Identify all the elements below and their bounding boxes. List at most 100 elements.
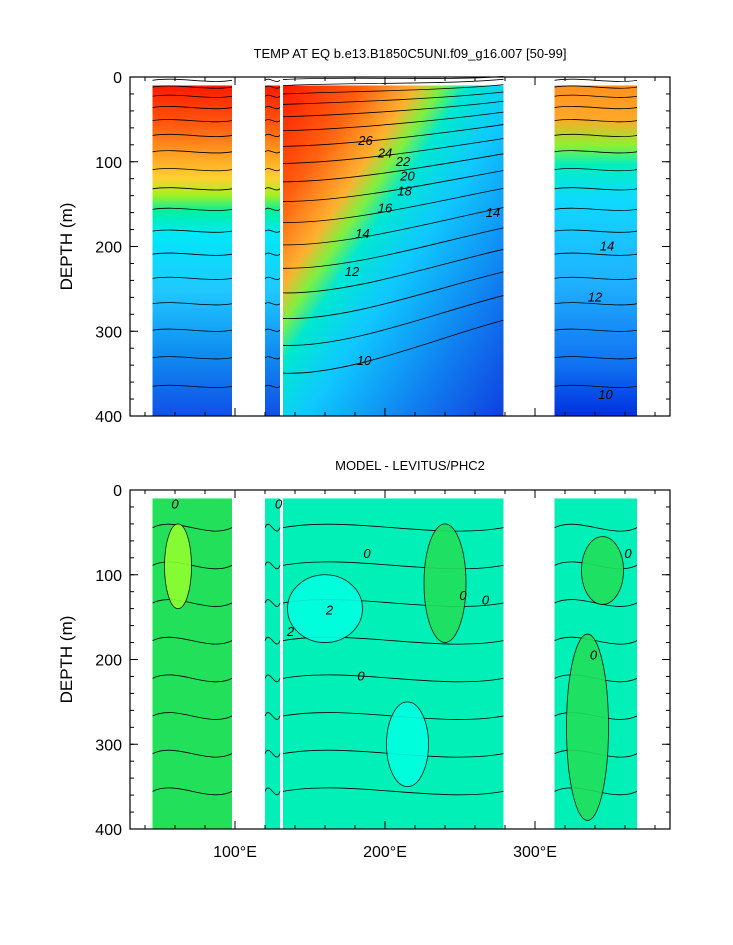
contour-line	[152, 674, 233, 683]
y-tick-label: 200	[95, 653, 122, 670]
contour-label: 14	[486, 205, 500, 220]
contour-line	[554, 78, 638, 82]
contour-line	[152, 523, 233, 532]
y-tick-label: 100	[95, 568, 122, 585]
contour-line	[152, 85, 233, 89]
anomaly-region	[287, 574, 363, 643]
contour-line	[152, 229, 233, 233]
contour-line	[264, 187, 281, 191]
x-tick-label: 200°E	[363, 844, 407, 861]
contour-line	[282, 78, 504, 86]
contour-label: 10	[598, 387, 613, 402]
contour-line	[554, 523, 638, 532]
contour-label: 16	[378, 201, 393, 216]
contour-line	[152, 561, 233, 570]
contour-line	[264, 712, 281, 720]
contour-line	[152, 749, 233, 758]
contour-label: 0	[482, 592, 490, 607]
contour-line	[264, 749, 281, 758]
contour-line	[282, 787, 504, 796]
contour-line	[152, 276, 233, 280]
contour-line	[264, 328, 281, 332]
contour-line	[152, 787, 233, 796]
y-tick-label: 400	[95, 409, 122, 426]
contour-line	[554, 356, 638, 360]
contour-line	[282, 170, 504, 202]
contour-label: 14	[355, 226, 369, 241]
basin-region	[283, 85, 504, 416]
contour-line	[152, 252, 233, 256]
contour-line	[152, 599, 233, 607]
contour-label: 22	[395, 154, 411, 169]
contour-line	[264, 523, 281, 532]
contour-line	[554, 85, 638, 89]
basin-region	[265, 85, 280, 416]
contour-line	[282, 153, 504, 183]
anomaly-region	[423, 523, 467, 643]
contour-line	[152, 636, 233, 645]
contour-line	[264, 302, 281, 306]
contour-label: 26	[357, 133, 373, 148]
contour-label: 0	[624, 546, 632, 561]
contour-line	[282, 76, 504, 80]
contour-line	[554, 302, 638, 306]
y-tick-label: 300	[95, 324, 122, 341]
contour-label: 0	[459, 588, 467, 603]
contour-line	[152, 119, 233, 123]
contour-line	[152, 356, 233, 360]
contour-line	[554, 229, 638, 233]
contour-label: 18	[397, 184, 412, 199]
contour-label: 0	[171, 497, 179, 512]
contour-line	[264, 85, 281, 89]
contour-line	[264, 599, 281, 607]
contour-label: 10	[357, 353, 372, 368]
contour-line	[264, 94, 281, 98]
contour-label: 2	[286, 624, 295, 639]
contour-line	[554, 106, 638, 110]
contour-line	[554, 150, 638, 154]
contour-line	[554, 119, 638, 123]
contour-line	[282, 227, 504, 269]
contour-line	[152, 168, 233, 172]
contour-line	[152, 207, 233, 211]
anomaly-region	[566, 633, 609, 821]
contour-line	[264, 787, 281, 796]
contour-line	[264, 636, 281, 645]
contour-line	[264, 229, 281, 233]
contour-line	[152, 78, 233, 82]
contour-line	[264, 276, 281, 280]
contour-line	[282, 271, 504, 319]
contour-line	[554, 168, 638, 172]
contour-line	[282, 111, 504, 132]
contour-line	[264, 384, 281, 388]
contour-line	[152, 106, 233, 110]
contour-line	[152, 712, 233, 720]
contour-line	[282, 295, 504, 346]
contour-line	[282, 187, 504, 224]
contour-line	[152, 150, 233, 154]
y-tick-label: 400	[95, 822, 122, 839]
contour-line	[282, 138, 504, 164]
x-tick-label: 100°E	[213, 844, 257, 861]
contour-line	[264, 150, 281, 154]
contour-label: 0	[590, 648, 598, 663]
contour-line	[264, 252, 281, 256]
contour-line	[554, 133, 638, 138]
y-tick-label: 100	[95, 155, 122, 172]
y-tick-label: 200	[95, 240, 122, 257]
contour-line	[264, 356, 281, 360]
contour-line	[152, 133, 233, 138]
y-axis-label: DEPTH (m)	[57, 616, 76, 704]
y-tick-label: 0	[113, 70, 122, 87]
contour-line	[152, 328, 233, 332]
contour-line	[554, 328, 638, 332]
contour-line	[282, 674, 504, 683]
contour-line	[554, 384, 638, 388]
contour-line	[264, 106, 281, 110]
contour-line	[282, 207, 504, 246]
y-tick-label: 300	[95, 737, 122, 754]
contour-line	[264, 561, 281, 570]
temperature-panel: TEMP AT EQ b.e13.B1850C5UNI.f09_g16.007 …	[57, 46, 671, 426]
contour-label: 12	[588, 290, 603, 305]
